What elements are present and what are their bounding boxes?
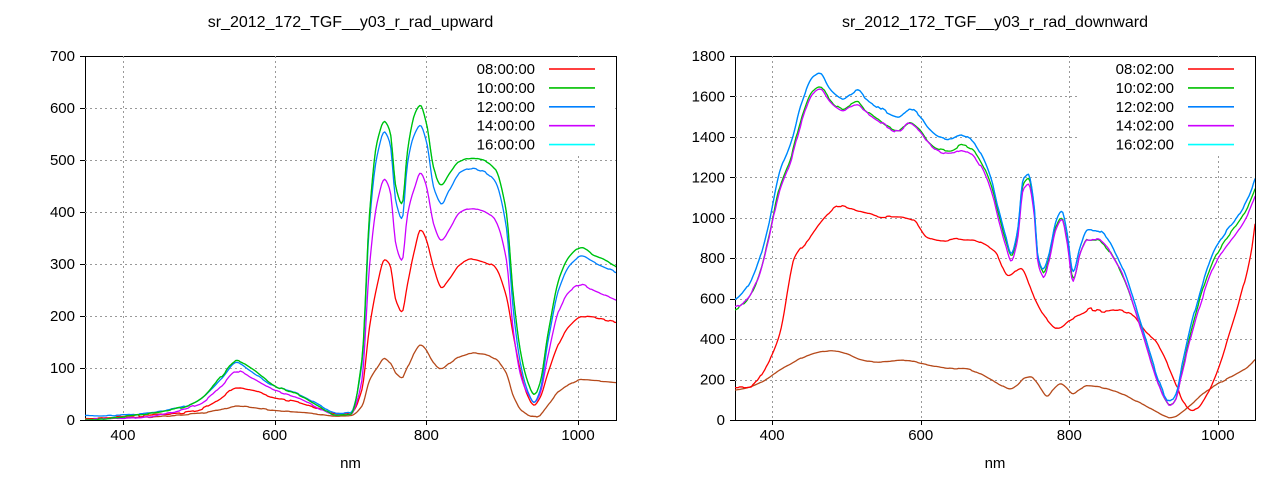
- svg-text:800: 800: [700, 250, 725, 267]
- svg-text:500: 500: [50, 152, 75, 169]
- svg-text:1000: 1000: [1201, 427, 1234, 444]
- svg-text:400: 400: [50, 204, 75, 221]
- svg-text:100: 100: [50, 360, 75, 377]
- svg-text:14:00:00: 14:00:00: [477, 118, 535, 135]
- svg-text:1400: 1400: [692, 129, 725, 146]
- svg-text:12:02:00: 12:02:00: [1116, 99, 1174, 116]
- svg-text:800: 800: [414, 427, 439, 444]
- svg-text:400: 400: [110, 427, 135, 444]
- svg-text:08:00:00: 08:00:00: [477, 61, 535, 78]
- svg-text:14:02:00: 14:02:00: [1116, 118, 1174, 135]
- svg-text:1200: 1200: [692, 169, 725, 186]
- svg-text:12:00:00: 12:00:00: [477, 99, 535, 116]
- svg-text:1000: 1000: [561, 427, 594, 444]
- svg-text:08:02:00: 08:02:00: [1116, 61, 1174, 78]
- svg-text:0: 0: [67, 412, 75, 429]
- svg-text:600: 600: [908, 427, 933, 444]
- svg-text:700: 700: [50, 48, 75, 65]
- svg-text:1000: 1000: [692, 210, 725, 227]
- svg-text:600: 600: [700, 291, 725, 308]
- svg-text:sr_2012_172_TGF__y03_r_rad_dow: sr_2012_172_TGF__y03_r_rad_downward: [842, 14, 1148, 31]
- svg-text:600: 600: [262, 427, 287, 444]
- svg-text:16:02:00: 16:02:00: [1116, 137, 1174, 154]
- svg-text:400: 400: [760, 427, 785, 444]
- svg-text:600: 600: [50, 100, 75, 117]
- svg-text:16:00:00: 16:00:00: [477, 137, 535, 154]
- svg-text:200: 200: [700, 372, 725, 389]
- svg-text:nm: nm: [985, 455, 1006, 472]
- svg-text:10:02:00: 10:02:00: [1116, 80, 1174, 97]
- svg-text:400: 400: [700, 331, 725, 348]
- svg-text:800: 800: [1057, 427, 1082, 444]
- svg-text:1800: 1800: [692, 48, 725, 65]
- svg-text:sr_2012_172_TGF__y03_r_rad_upw: sr_2012_172_TGF__y03_r_rad_upward: [208, 14, 494, 31]
- svg-text:0: 0: [717, 412, 725, 429]
- svg-text:10:00:00: 10:00:00: [477, 80, 535, 97]
- svg-text:200: 200: [50, 308, 75, 325]
- svg-text:300: 300: [50, 256, 75, 273]
- svg-text:1600: 1600: [692, 88, 725, 105]
- svg-text:nm: nm: [340, 455, 361, 472]
